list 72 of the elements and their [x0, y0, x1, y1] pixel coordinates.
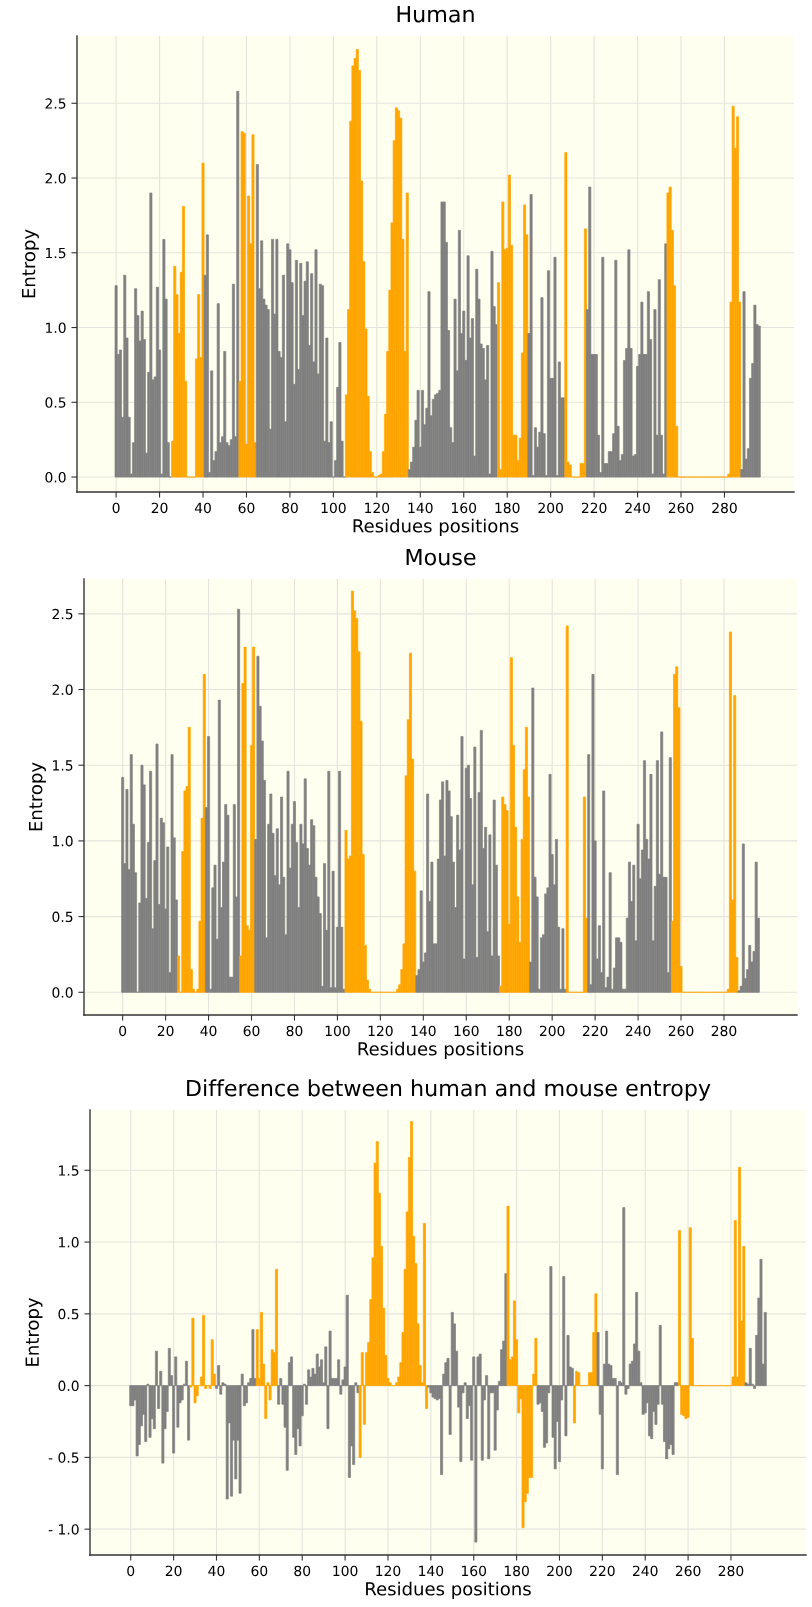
x-tick-label: 280	[718, 1565, 744, 1577]
x-tick-label: 220	[581, 502, 607, 514]
y-tick-label: 2.0	[52, 684, 73, 695]
y-tick-label: 2.5	[52, 608, 73, 620]
y-tick-label: 0.5	[52, 911, 73, 923]
x-tick-label: 260	[668, 1025, 694, 1037]
x-tick-label: 200	[539, 1025, 565, 1037]
y-tick-label: - 1.0	[48, 1524, 79, 1535]
chart-title: Human	[397, 5, 474, 23]
x-tick-label: 80	[286, 1025, 303, 1037]
x-tick-label: 260	[668, 502, 694, 514]
x-tick-label: 200	[547, 1565, 572, 1577]
x-tick-label: 100	[321, 502, 346, 514]
y-tick-label: 0.5	[45, 397, 66, 408]
y-tick-label: 1.5	[59, 1165, 79, 1176]
x-tick-label: 260	[675, 1565, 701, 1577]
y-tick-label: 0.0	[45, 472, 66, 483]
y-axis-title: Entropy	[29, 762, 46, 831]
y-axis-title: Entropy	[25, 1297, 43, 1366]
y-tick-label: 0.0	[58, 1380, 79, 1392]
x-tick-label: 160	[452, 502, 477, 514]
x-tick-label: 280	[711, 1025, 737, 1037]
y-tick-label: 0.5	[58, 1308, 79, 1320]
chart-title: Difference between human and mouse entropy	[187, 1079, 711, 1101]
x-tick-label: 120	[368, 1025, 393, 1037]
x-tick-label: 120	[365, 502, 390, 514]
y-tick-label: 2.5	[45, 98, 66, 109]
x-tick-label: 120	[376, 1565, 401, 1577]
x-tick-label: 80	[294, 1565, 311, 1577]
y-tick-label: 0.0	[52, 987, 73, 998]
x-tick-label: 200	[538, 502, 563, 514]
x-tick-label: 80	[282, 502, 298, 514]
y-tick-label: 1.0	[46, 322, 66, 334]
x-tick-label: 160	[454, 1025, 479, 1037]
x-tick-label: 220	[582, 1025, 608, 1037]
x-tick-label: 280	[712, 502, 737, 514]
y-tick-label: 1.5	[53, 760, 73, 771]
x-tick-label: 20	[151, 502, 168, 514]
x-tick-label: 180	[504, 1565, 529, 1577]
x-tick-label: 240	[625, 1025, 651, 1037]
x-tick-label: 60	[251, 1565, 268, 1577]
chart-title: Mouse	[406, 548, 476, 566]
x-tick-label: 40	[208, 1565, 225, 1577]
x-axis-title: Residues positions	[353, 518, 519, 537]
x-tick-label: 100	[325, 1025, 350, 1037]
x-tick-label: 220	[590, 1565, 615, 1577]
x-tick-label: 60	[238, 502, 255, 514]
y-tick-label: 1.0	[59, 1237, 79, 1248]
x-tick-label: 40	[194, 502, 211, 514]
x-tick-label: 140	[411, 1025, 436, 1037]
x-tick-label: 100	[333, 1565, 358, 1577]
x-tick-label: 240	[632, 1565, 658, 1577]
x-tick-label: 0	[119, 1025, 127, 1037]
y-tick-label: - 0.5	[48, 1452, 79, 1463]
x-tick-label: 180	[497, 1025, 522, 1037]
y-axis-title: Entropy	[22, 229, 39, 298]
y-tick-label: 1.5	[46, 247, 66, 259]
x-tick-label: 60	[243, 1025, 260, 1037]
x-tick-label: 0	[127, 1565, 135, 1577]
x-axis-title: Residues positions	[358, 1041, 524, 1060]
x-tick-label: 40	[200, 1025, 217, 1037]
x-tick-label: 240	[625, 502, 650, 514]
x-tick-label: 20	[165, 1565, 182, 1577]
x-tick-label: 20	[157, 1025, 174, 1037]
x-tick-label: 140	[419, 1565, 444, 1577]
x-axis-title: Residues positions	[366, 1581, 531, 1600]
y-tick-label: 1.0	[53, 835, 73, 847]
x-tick-label: 160	[461, 1565, 487, 1577]
y-tick-label: 2.0	[45, 173, 66, 184]
x-tick-label: 140	[408, 502, 433, 514]
x-tick-label: 180	[495, 502, 520, 514]
x-tick-label: 0	[112, 502, 120, 514]
